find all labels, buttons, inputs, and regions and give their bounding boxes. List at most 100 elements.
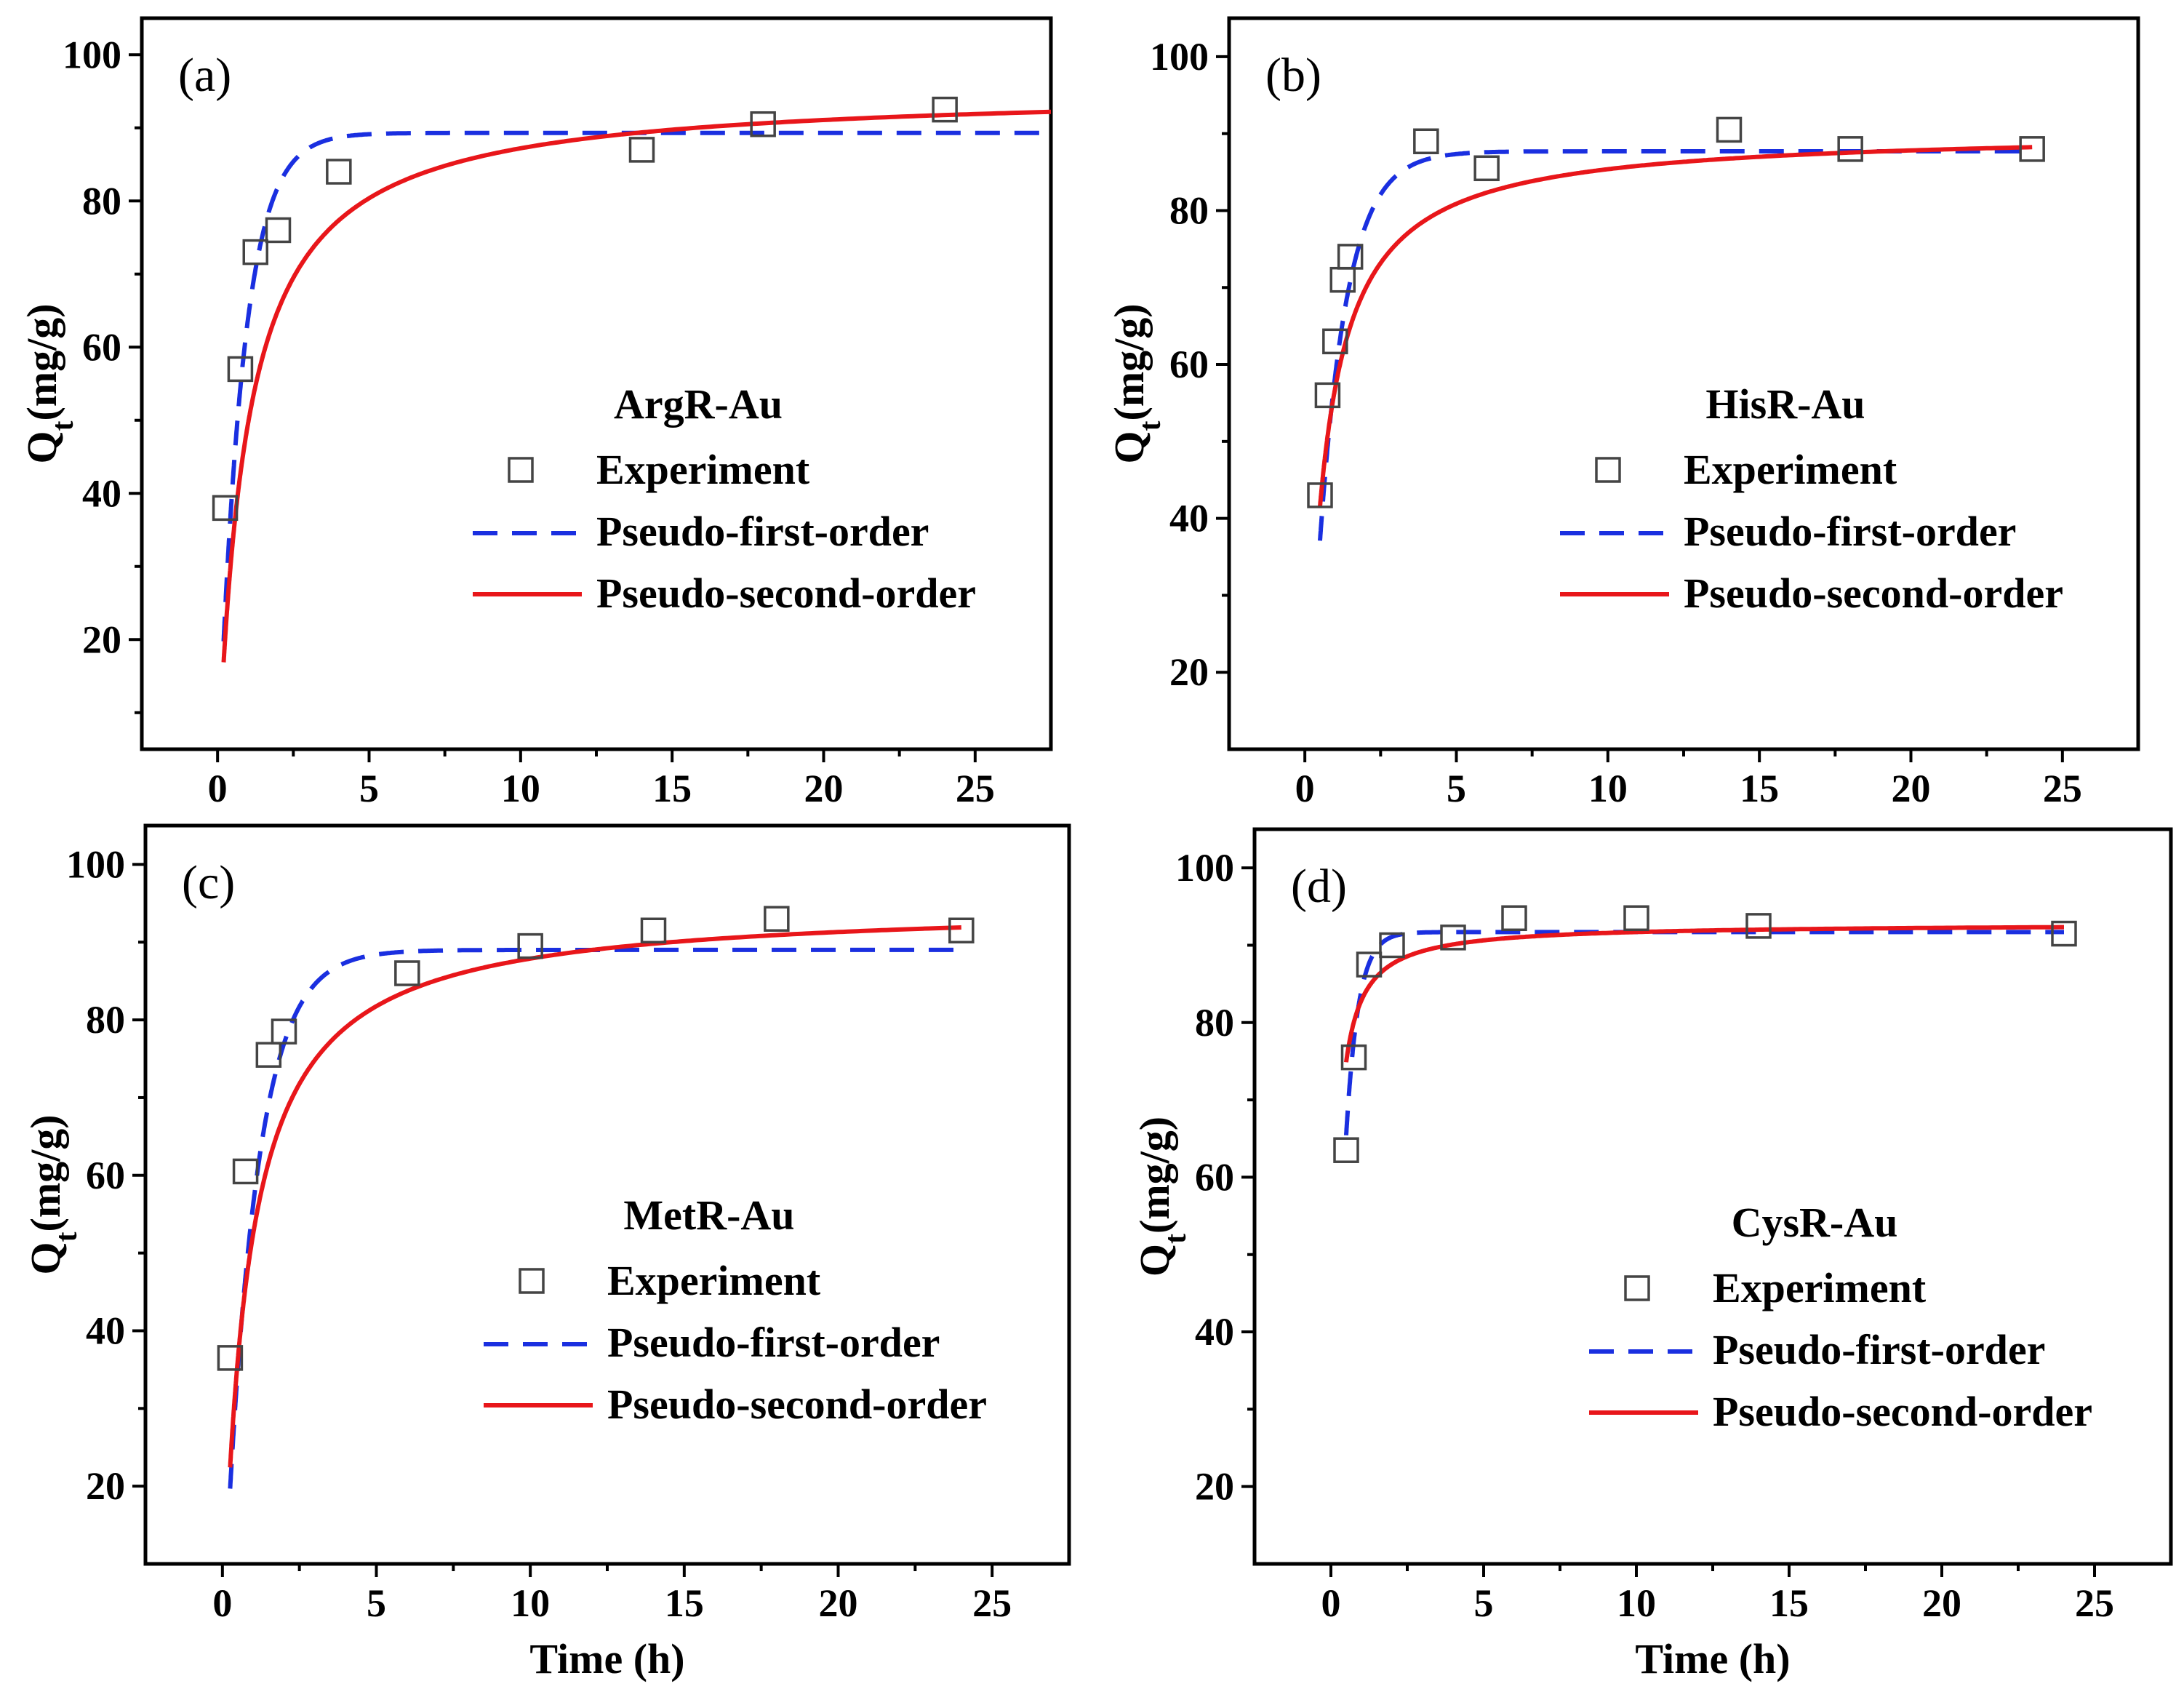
y-tick-label: 100 — [1150, 35, 1209, 79]
legend-experiment-label: Experiment — [1684, 446, 1897, 493]
experiment-point — [1337, 244, 1364, 270]
experiment-point — [764, 906, 790, 932]
experiment-point — [394, 960, 420, 986]
x-tick-label: 5 — [359, 767, 379, 810]
x-tick-label: 0 — [1295, 767, 1315, 810]
y-tick-label: 60 — [86, 1154, 125, 1197]
x-tick-label: 5 — [1474, 1581, 1494, 1625]
legend-title: HisR-Au — [1705, 380, 1865, 428]
y-axis-title-main: Q — [22, 1242, 69, 1274]
panel-hisr-au: 0 5 10 15 20 25 20 40 60 80 100 Qt(mg/g) (b) HisR-Au E… — [1105, 16, 2140, 810]
experiment-point — [750, 111, 776, 137]
experiment-point — [948, 917, 975, 943]
x-tick-label: 0 — [1321, 1581, 1341, 1625]
experiment-point — [517, 933, 543, 959]
legend-experiment-label: Experiment — [607, 1257, 821, 1304]
experiment-point — [255, 1042, 282, 1068]
legend: HisR-Au Experiment Pseudo-first-order Pseud… — [1560, 380, 2063, 617]
y-tick-label: 80 — [1195, 1001, 1234, 1045]
experiment-point — [1440, 925, 1466, 951]
experiment-point — [1307, 482, 1333, 508]
y-axis-title-unit: (mg/g) — [22, 1114, 69, 1231]
experiment-point — [1473, 155, 1500, 182]
y-tick-label: 40 — [82, 471, 121, 515]
y-tick-label: 80 — [1169, 188, 1209, 232]
panel-label: (c) — [182, 856, 235, 909]
panel-argr-au: 0 5 10 15 20 25 20 40 60 80 100 Qt(mg/g) (a) ArgR-Au E… — [18, 16, 1053, 810]
legend-pfo-label: Pseudo-first-order — [1713, 1326, 2045, 1373]
experiment-point — [326, 159, 352, 185]
y-tick-label: 40 — [1195, 1310, 1234, 1354]
experiment-point — [217, 1345, 244, 1371]
plot-frame — [1227, 16, 2140, 751]
x-tick-label: 10 — [501, 767, 540, 810]
x-tick-label: 25 — [956, 767, 995, 810]
y-tick-label: 60 — [1195, 1155, 1234, 1199]
experiment-point — [1356, 951, 1383, 978]
experiment-point — [932, 96, 958, 123]
y-axis-title-main: Q — [1131, 1244, 1178, 1277]
y-axis-title-subscript: t — [47, 420, 80, 431]
x-tick-label: 10 — [1617, 1581, 1656, 1625]
pseudo-first-order-curve — [221, 130, 1051, 642]
legend-pso-label: Pseudo-second-order — [1713, 1388, 2092, 1435]
legend-pfo-label: Pseudo-first-order — [596, 508, 929, 555]
y-axis-title-unit: (mg/g) — [18, 303, 65, 420]
y-axis-title-main: Q — [1105, 431, 1153, 463]
y-tick-label: 20 — [1195, 1465, 1234, 1509]
pseudo-first-order-curve — [1344, 930, 2064, 1135]
x-tick-label: 0 — [212, 1581, 232, 1625]
x-tick-label: 15 — [652, 767, 692, 810]
y-axis-title: Qt(mg/g) — [1105, 303, 1167, 463]
x-tick-label: 15 — [1740, 767, 1779, 810]
pseudo-second-order-curve — [1318, 145, 2033, 507]
x-tick-label: 25 — [2075, 1581, 2114, 1625]
panel-label: (d) — [1291, 860, 1347, 913]
legend-experiment-marker — [1595, 457, 1621, 483]
pseudo-second-order-curve — [1344, 925, 2064, 1063]
x-axis-title: Time (h) — [529, 1635, 684, 1682]
legend-title: ArgR-Au — [614, 380, 783, 428]
experiment-point — [212, 495, 239, 522]
legend-experiment-label: Experiment — [596, 446, 810, 493]
plot-area — [212, 96, 1051, 663]
legend: MetR-Au Experiment Pseudo-first-order Pseud… — [484, 1191, 987, 1428]
y-axis-title: Qt(mg/g) — [18, 303, 80, 463]
plot-area — [1307, 116, 2045, 541]
y-axis-title-subscript: t — [50, 1231, 84, 1242]
experiment-point — [1623, 905, 1649, 932]
plot-area — [217, 906, 975, 1489]
y-axis-title-subscript: t — [1159, 1234, 1193, 1244]
y-tick-label: 60 — [1169, 343, 1209, 386]
experiment-point — [227, 356, 254, 383]
plot-frame — [140, 16, 1053, 751]
panel-cysr-au: 0 5 10 15 20 25 20 40 60 80 100 Qt(mg/g) Time (h) (d)… — [1131, 827, 2173, 1682]
y-axis-title-subscript: t — [1134, 420, 1167, 431]
experiment-point — [628, 137, 655, 163]
plot-frame — [143, 823, 1071, 1566]
plot-frame — [1252, 827, 2173, 1566]
legend-pso-label: Pseudo-second-order — [1684, 570, 2063, 617]
legend: CysR-Au Experiment Pseudo-first-order Pseud… — [1589, 1199, 2092, 1435]
legend-experiment-label: Experiment — [1713, 1264, 1927, 1311]
legend-title: MetR-Au — [623, 1191, 794, 1239]
y-axis-title: Qt(mg/g) — [22, 1114, 84, 1274]
y-tick-label: 100 — [66, 842, 125, 886]
x-tick-label: 20 — [819, 1581, 858, 1625]
y-tick-label: 60 — [82, 325, 121, 369]
experiment-point — [1314, 382, 1341, 409]
x-tick-label: 5 — [1447, 767, 1466, 810]
x-tick-label: 15 — [665, 1581, 704, 1625]
y-axis-title-main: Q — [18, 431, 65, 463]
x-tick-label: 5 — [367, 1581, 386, 1625]
x-tick-label: 25 — [972, 1581, 1012, 1625]
y-tick-label: 40 — [1169, 497, 1209, 540]
legend-pso-label: Pseudo-second-order — [607, 1381, 987, 1428]
experiment-point — [2019, 136, 2045, 162]
experiment-point — [1379, 932, 1405, 959]
pseudo-second-order-curve — [228, 925, 961, 1468]
legend-experiment-marker — [1624, 1275, 1650, 1301]
pseudo-first-order-curve — [1318, 149, 2033, 541]
y-tick-label: 80 — [82, 179, 121, 223]
experiment-point — [271, 1018, 297, 1045]
